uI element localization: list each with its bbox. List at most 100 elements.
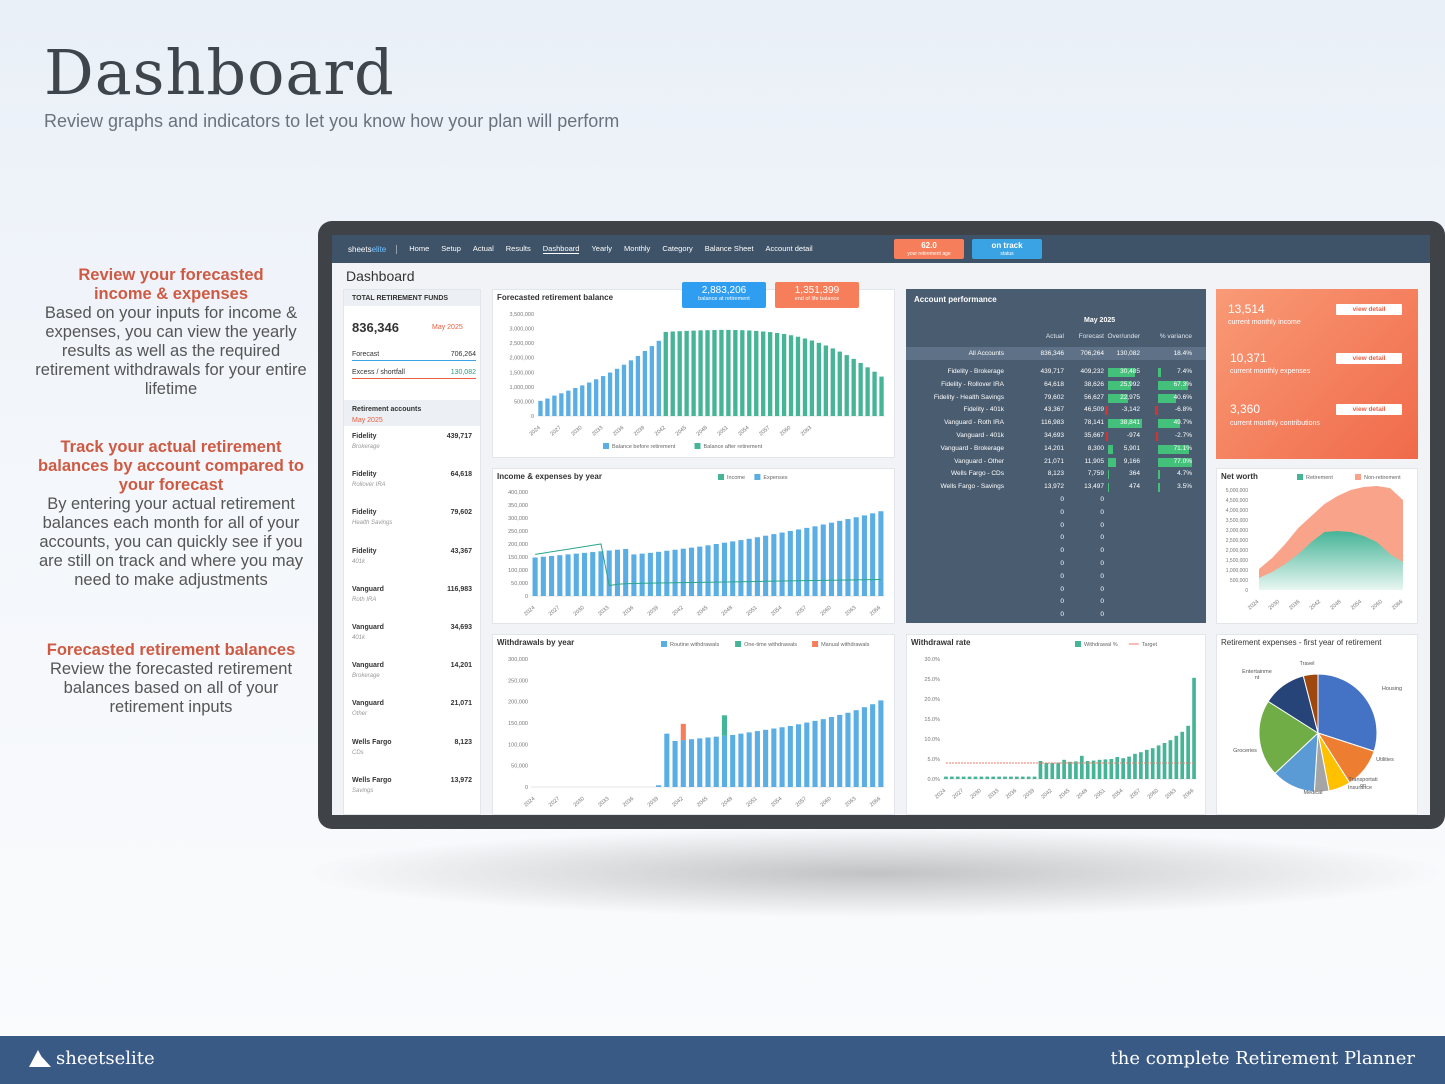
account-value: 21,071 [450,700,472,708]
nav-tab-dashboard[interactable]: Dashboard [542,244,580,254]
bar [647,552,653,596]
note-track-balances: Track your actual retirement balances by… [30,438,312,590]
nav-tab-setup[interactable]: Setup [441,244,461,253]
y-tick-label: 100,000 [508,742,528,748]
account-type: Brokerage [352,673,380,680]
account-value: 8,123 [454,738,472,746]
account-name: Vanguard [352,662,384,670]
y-tick-label: 0 [531,414,534,420]
y-tick-label: 1,000,000 [1226,568,1248,574]
device-shadow [300,828,1445,918]
contributions-value: 3,360 [1230,402,1261,416]
perf-forecast: 0 [1100,572,1104,580]
bar [713,544,719,596]
bar [680,723,686,741]
bar [746,538,752,596]
bar [1115,757,1120,779]
account-name: Fidelity [352,509,377,517]
bar [950,776,954,779]
end-of-life-balance-badge: 1,351,399 end of life balance [775,282,859,308]
x-tick-label: 2060 [820,796,833,808]
pie-label: Insurance [1348,785,1372,791]
perf-actual: 0 [1060,598,1064,606]
bar [730,541,736,596]
x-tick-label: 2033 [597,796,610,808]
x-tick-label: 2042 [1040,788,1053,800]
chart-title: Forecasted retirement balance [497,293,614,302]
perf-over: 25,992 [1120,380,1140,388]
y-tick-label: 1,500,000 [510,370,534,376]
bar [979,776,984,779]
x-tick-label: 2048 [696,425,709,437]
legend-label: Withdrawal % [1084,642,1118,648]
x-tick-label: 2036 [622,796,635,808]
bar [545,398,550,416]
nav-tab-account-detail[interactable]: Account detail [765,244,813,253]
chart-title: Income & expenses by year [497,472,602,481]
x-tick-label: 2024 [523,796,536,808]
nav-tab-results[interactable]: Results [505,244,531,253]
x-tick-label: 2027 [548,796,561,808]
account-value: 439,717 [446,433,472,440]
legend-label: Retirement [1306,475,1333,481]
y-tick-label: 300,000 [508,657,528,663]
x-tick-label: 2060 [820,605,833,617]
perf-row-name: Vanguard - Other [954,457,1004,465]
bar [774,332,780,416]
contributions-view-detail-button[interactable]: view detail [1336,404,1402,415]
status-badge[interactable]: on track status [972,239,1042,259]
bar [594,379,599,416]
bar [804,722,810,787]
footer-bar: sheetselite the complete Retirement Plan… [0,1036,1445,1084]
account-name: Wells Fargo [352,776,392,784]
bar [1162,743,1167,779]
nav-tab-balance-sheet[interactable]: Balance Sheet [704,244,754,253]
x-tick-label: 2060 [1370,599,1383,611]
bar [812,720,818,787]
logo-mountain-icon [29,1050,51,1067]
bar [688,547,695,596]
x-tick-label: 2045 [1058,788,1071,800]
perf-actual: 14,201 [1044,444,1064,452]
y-tick-label: 3,500,000 [510,312,534,318]
bar [787,531,793,596]
pct-bar [1158,393,1176,403]
perf-total-value: 836,346 [1040,350,1065,357]
bar [590,552,596,596]
bar [573,388,578,416]
over-bar [1108,444,1114,454]
perf-over: 22,975 [1120,393,1140,401]
pie-slice [1317,673,1378,752]
expenses-view-detail-button[interactable]: view detail [1336,353,1402,364]
legend-label: Balance before retirement [612,444,676,450]
x-tick-label: 2024 [529,425,542,437]
chart-title: Withdrawals by year [497,638,575,647]
retirement-age-badge[interactable]: 62.0 your retirement age [894,239,964,259]
x-tick-label: 2063 [800,425,813,437]
footer-logo: sheetselite [28,1046,155,1069]
x-tick-label: 2024 [1247,599,1260,611]
nav-tab-actual[interactable]: Actual [472,244,494,253]
bar [1156,745,1161,779]
nav-brand[interactable]: sheetselite [348,244,398,254]
income-view-detail-button[interactable]: view detail [1336,304,1402,315]
nav-tab-category[interactable]: Category [662,244,693,253]
perf-title: Account performance [914,295,997,304]
account-performance-panel: Account performance May 2025 Actual Forec… [906,289,1206,623]
pie-label: Travel [1299,661,1314,667]
legend-label: Income [727,475,745,481]
bar [713,736,719,787]
perf-actual: 439,717 [1040,368,1065,375]
perf-forecast: 11,905 [1084,457,1104,465]
nav-tab-yearly[interactable]: Yearly [591,244,613,253]
nav-tab-monthly[interactable]: Monthly [624,244,651,253]
bar [538,400,543,416]
bar [845,712,851,787]
legend-label: One-time withdrawals [744,642,797,648]
perf-total-value: 18.4% [1173,350,1192,357]
legend-label: Expenses [763,475,787,481]
account-name: Fidelity [352,471,377,479]
perf-pct: -6.8% [1175,406,1192,414]
nav-tab-home[interactable]: Home [409,244,430,253]
x-tick-label: 2036 [1288,599,1301,611]
